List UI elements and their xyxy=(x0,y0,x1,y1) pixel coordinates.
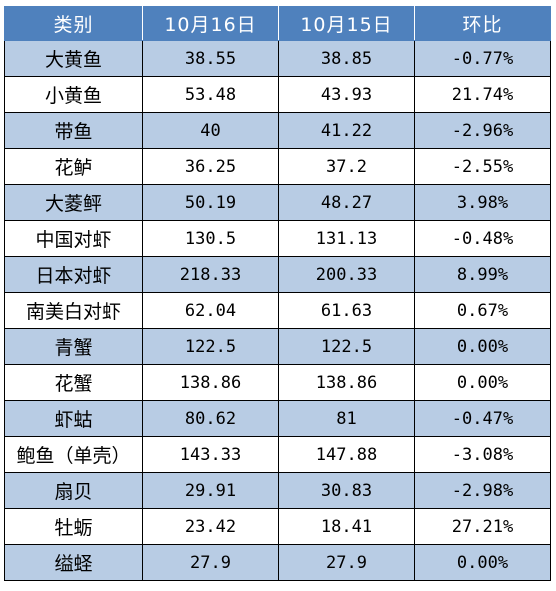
header-oct15: 10月15日 xyxy=(278,6,415,41)
cell-change: -0.48% xyxy=(414,220,551,257)
cell-oct15-price: 38.85 xyxy=(278,40,415,77)
cell-category: 虾蛄 xyxy=(4,400,143,437)
table-row: 中国对虾 130.5 131.13 -0.48% xyxy=(4,220,551,257)
table-row: 大菱鲆 50.19 48.27 3.98% xyxy=(4,184,551,221)
cell-oct16-price: 62.04 xyxy=(142,292,279,329)
cell-oct16-price: 50.19 xyxy=(142,184,279,221)
cell-oct16-price: 143.33 xyxy=(142,436,279,473)
table-row: 带鱼 40 41.22 -2.96% xyxy=(4,112,551,149)
table-row: 小黄鱼 53.48 43.93 21.74% xyxy=(4,76,551,113)
cell-change: 21.74% xyxy=(414,76,551,113)
cell-oct15-price: 41.22 xyxy=(278,112,415,149)
cell-change: 0.00% xyxy=(414,328,551,365)
cell-category: 青蟹 xyxy=(4,328,143,365)
cell-oct16-price: 130.5 xyxy=(142,220,279,257)
cell-oct16-price: 23.42 xyxy=(142,508,279,545)
cell-change: 27.21% xyxy=(414,508,551,545)
table-row: 日本对虾 218.33 200.33 8.99% xyxy=(4,256,551,293)
table-row: 花鲈 36.25 37.2 -2.55% xyxy=(4,148,551,185)
cell-oct15-price: 147.88 xyxy=(278,436,415,473)
cell-oct16-price: 36.25 xyxy=(142,148,279,185)
cell-oct16-price: 29.91 xyxy=(142,472,279,509)
table-row: 花蟹 138.86 138.86 0.00% xyxy=(4,364,551,401)
table-row: 缢蛏 27.9 27.9 0.00% xyxy=(4,544,551,581)
cell-oct16-price: 218.33 xyxy=(142,256,279,293)
table-row: 牡蛎 23.42 18.41 27.21% xyxy=(4,508,551,545)
header-row: 类别 10月16日 10月15日 环比 xyxy=(4,6,551,41)
price-table: 类别 10月16日 10月15日 环比 大黄鱼 38.55 38.85 -0.77% 小… xyxy=(4,6,551,581)
cell-category: 带鱼 xyxy=(4,112,143,149)
cell-category: 花鲈 xyxy=(4,148,143,185)
table-row: 鲍鱼（单壳） 143.33 147.88 -3.08% xyxy=(4,436,551,473)
table-row: 扇贝 29.91 30.83 -2.98% xyxy=(4,472,551,509)
cell-oct15-price: 48.27 xyxy=(278,184,415,221)
cell-change: -2.55% xyxy=(414,148,551,185)
cell-oct15-price: 138.86 xyxy=(278,364,415,401)
cell-oct15-price: 37.2 xyxy=(278,148,415,185)
cell-oct16-price: 38.55 xyxy=(142,40,279,77)
cell-category: 大菱鲆 xyxy=(4,184,143,221)
cell-oct15-price: 122.5 xyxy=(278,328,415,365)
cell-oct15-price: 200.33 xyxy=(278,256,415,293)
cell-oct16-price: 138.86 xyxy=(142,364,279,401)
cell-category: 鲍鱼（单壳） xyxy=(4,436,143,473)
cell-change: 0.67% xyxy=(414,292,551,329)
cell-category: 牡蛎 xyxy=(4,508,143,545)
cell-change: 0.00% xyxy=(414,364,551,401)
table-body: 大黄鱼 38.55 38.85 -0.77% 小黄鱼 53.48 43.93 21.74% 带鱼… xyxy=(4,40,551,581)
cell-change: 8.99% xyxy=(414,256,551,293)
cell-oct16-price: 80.62 xyxy=(142,400,279,437)
cell-change: -3.08% xyxy=(414,436,551,473)
cell-oct15-price: 131.13 xyxy=(278,220,415,257)
cell-oct16-price: 122.5 xyxy=(142,328,279,365)
cell-category: 花蟹 xyxy=(4,364,143,401)
cell-category: 大黄鱼 xyxy=(4,40,143,77)
cell-oct15-price: 18.41 xyxy=(278,508,415,545)
cell-oct15-price: 27.9 xyxy=(278,544,415,581)
cell-category: 缢蛏 xyxy=(4,544,143,581)
cell-change: 0.00% xyxy=(414,544,551,581)
price-table-container: 类别 10月16日 10月15日 环比 大黄鱼 38.55 38.85 -0.77% 小… xyxy=(4,6,551,581)
cell-oct15-price: 61.63 xyxy=(278,292,415,329)
table-row: 青蟹 122.5 122.5 0.00% xyxy=(4,328,551,365)
cell-category: 日本对虾 xyxy=(4,256,143,293)
cell-oct16-price: 40 xyxy=(142,112,279,149)
cell-oct16-price: 27.9 xyxy=(142,544,279,581)
cell-change: -2.98% xyxy=(414,472,551,509)
cell-category: 中国对虾 xyxy=(4,220,143,257)
table-row: 大黄鱼 38.55 38.85 -0.77% xyxy=(4,40,551,77)
header-category: 类别 xyxy=(4,6,143,41)
cell-oct15-price: 43.93 xyxy=(278,76,415,113)
cell-oct15-price: 81 xyxy=(278,400,415,437)
cell-oct16-price: 53.48 xyxy=(142,76,279,113)
cell-change: 3.98% xyxy=(414,184,551,221)
header-change: 环比 xyxy=(414,6,551,41)
table-row: 虾蛄 80.62 81 -0.47% xyxy=(4,400,551,437)
table-row: 南美白对虾 62.04 61.63 0.67% xyxy=(4,292,551,329)
cell-category: 扇贝 xyxy=(4,472,143,509)
cell-category: 小黄鱼 xyxy=(4,76,143,113)
cell-oct15-price: 30.83 xyxy=(278,472,415,509)
cell-change: -2.96% xyxy=(414,112,551,149)
cell-change: -0.47% xyxy=(414,400,551,437)
cell-category: 南美白对虾 xyxy=(4,292,143,329)
cell-change: -0.77% xyxy=(414,40,551,77)
header-oct16: 10月16日 xyxy=(142,6,279,41)
